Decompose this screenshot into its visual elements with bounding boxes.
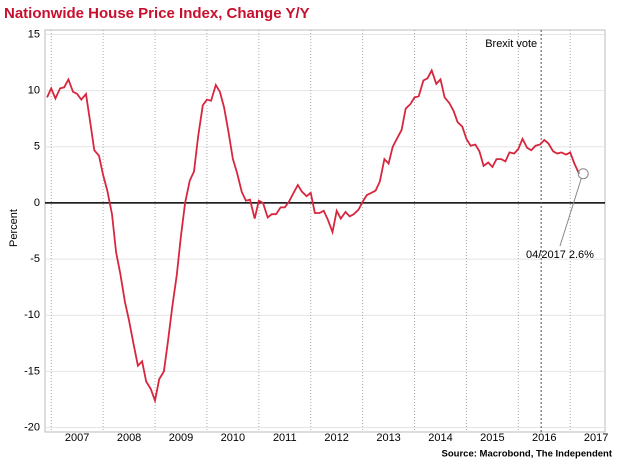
source: Source: Macrobond, The Independent: [442, 449, 613, 460]
x-tick-label: 2013: [376, 432, 400, 444]
y-axis-label: Percent: [8, 209, 20, 247]
x-tick-label: 2017: [584, 432, 608, 444]
annotation-marker: [577, 168, 589, 180]
y-tick-label: 10: [28, 85, 40, 97]
y-tick-label: 0: [34, 197, 40, 209]
x-tick-label: 2011: [273, 432, 297, 444]
x-tick-label: 2010: [221, 432, 245, 444]
y-tick-label: -15: [24, 365, 40, 377]
x-tick-label: 2014: [428, 432, 452, 444]
annotation-leader: [559, 178, 582, 247]
y-tick-label: -5: [30, 253, 40, 265]
x-tick-label: 2015: [480, 432, 504, 444]
plot-area: [44, 29, 606, 433]
x-tick-label: 2009: [169, 432, 193, 444]
y-tick-label: 5: [34, 141, 40, 153]
y-tick-label: -20: [24, 421, 40, 433]
annotation-label: 04/2017 2.6%: [526, 249, 594, 261]
y-tick-label: 15: [28, 28, 40, 40]
chart-title: Nationwide House Price Index, Change Y/Y: [4, 5, 310, 22]
x-tick-label: 2007: [65, 432, 89, 444]
series-line: [46, 68, 580, 404]
x-tick-label: 2008: [117, 432, 141, 444]
x-tick-label: 2012: [324, 432, 348, 444]
brexit-label: Brexit vote: [485, 38, 537, 50]
x-tick-label: 2016: [532, 432, 556, 444]
y-tick-label: -10: [24, 309, 40, 321]
